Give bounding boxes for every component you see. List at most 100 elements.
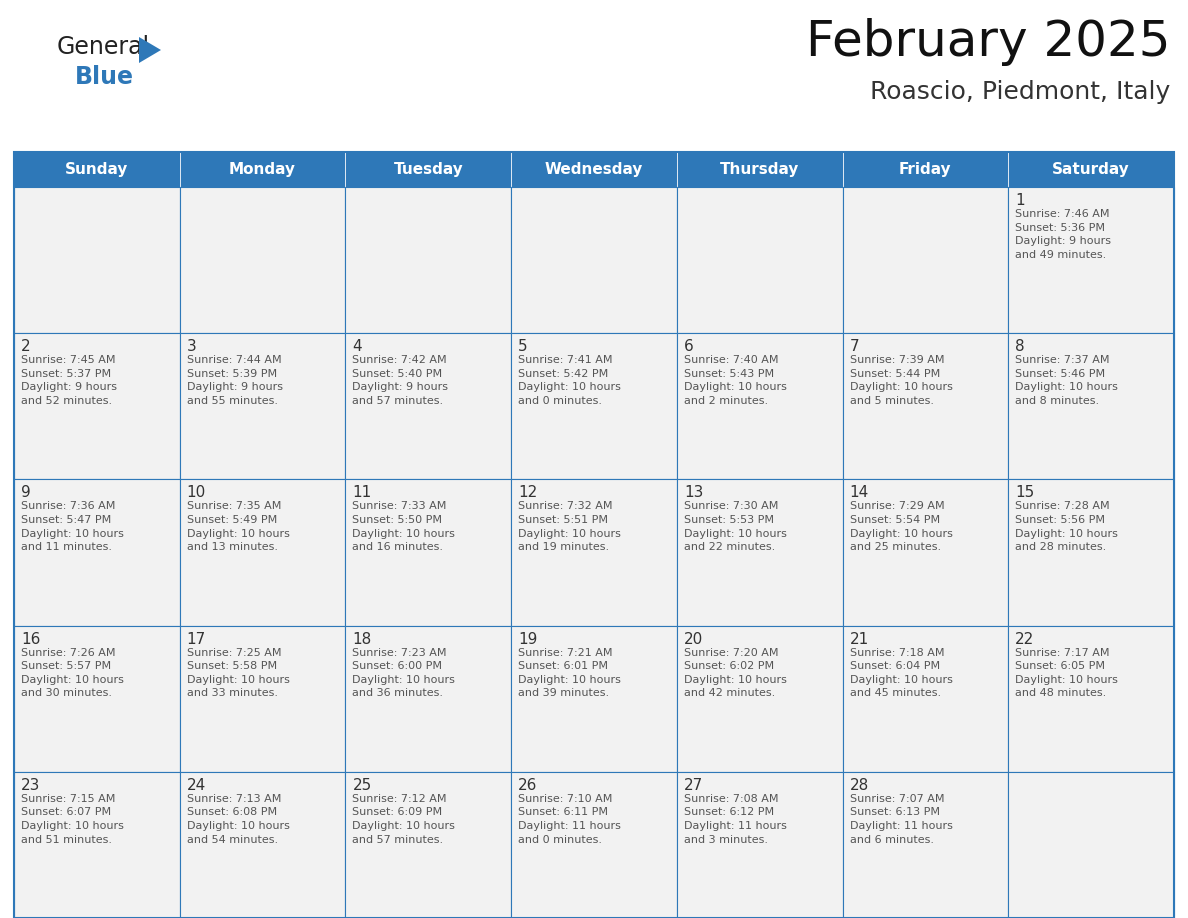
Bar xyxy=(511,625,677,772)
Text: 25: 25 xyxy=(353,778,372,793)
Bar xyxy=(179,187,346,333)
Text: 2: 2 xyxy=(21,339,31,354)
Text: 17: 17 xyxy=(187,632,206,646)
Text: 22: 22 xyxy=(1016,632,1035,646)
Text: 4: 4 xyxy=(353,339,362,354)
Text: Sunrise: 7:29 AM
Sunset: 5:54 PM
Daylight: 10 hours
and 25 minutes.: Sunrise: 7:29 AM Sunset: 5:54 PM Dayligh… xyxy=(849,501,953,553)
Bar xyxy=(346,625,511,772)
Bar xyxy=(511,772,677,918)
Text: Sunrise: 7:33 AM
Sunset: 5:50 PM
Daylight: 10 hours
and 16 minutes.: Sunrise: 7:33 AM Sunset: 5:50 PM Dayligh… xyxy=(353,501,455,553)
Text: Sunrise: 7:35 AM
Sunset: 5:49 PM
Daylight: 10 hours
and 13 minutes.: Sunrise: 7:35 AM Sunset: 5:49 PM Dayligh… xyxy=(187,501,290,553)
Text: Saturday: Saturday xyxy=(1053,162,1130,177)
Bar xyxy=(842,772,1009,918)
Text: 16: 16 xyxy=(21,632,40,646)
Bar xyxy=(346,479,511,625)
Text: 20: 20 xyxy=(684,632,703,646)
Bar xyxy=(14,772,179,918)
Text: Wednesday: Wednesday xyxy=(545,162,643,177)
Text: Sunrise: 7:21 AM
Sunset: 6:01 PM
Daylight: 10 hours
and 39 minutes.: Sunrise: 7:21 AM Sunset: 6:01 PM Dayligh… xyxy=(518,647,621,699)
Text: Sunrise: 7:20 AM
Sunset: 6:02 PM
Daylight: 10 hours
and 42 minutes.: Sunrise: 7:20 AM Sunset: 6:02 PM Dayligh… xyxy=(684,647,786,699)
Text: 14: 14 xyxy=(849,486,868,500)
Text: Sunrise: 7:12 AM
Sunset: 6:09 PM
Daylight: 10 hours
and 57 minutes.: Sunrise: 7:12 AM Sunset: 6:09 PM Dayligh… xyxy=(353,794,455,845)
Bar xyxy=(14,333,179,479)
Bar xyxy=(179,333,346,479)
Bar xyxy=(179,772,346,918)
Text: Sunrise: 7:32 AM
Sunset: 5:51 PM
Daylight: 10 hours
and 19 minutes.: Sunrise: 7:32 AM Sunset: 5:51 PM Dayligh… xyxy=(518,501,621,553)
Text: Sunrise: 7:26 AM
Sunset: 5:57 PM
Daylight: 10 hours
and 30 minutes.: Sunrise: 7:26 AM Sunset: 5:57 PM Dayligh… xyxy=(21,647,124,699)
Text: 8: 8 xyxy=(1016,339,1025,354)
Bar xyxy=(842,625,1009,772)
Text: Sunrise: 7:23 AM
Sunset: 6:00 PM
Daylight: 10 hours
and 36 minutes.: Sunrise: 7:23 AM Sunset: 6:00 PM Dayligh… xyxy=(353,647,455,699)
Text: 27: 27 xyxy=(684,778,703,793)
Bar xyxy=(14,152,1174,918)
Text: Sunrise: 7:28 AM
Sunset: 5:56 PM
Daylight: 10 hours
and 28 minutes.: Sunrise: 7:28 AM Sunset: 5:56 PM Dayligh… xyxy=(1016,501,1118,553)
Text: 24: 24 xyxy=(187,778,206,793)
Text: 11: 11 xyxy=(353,486,372,500)
Bar xyxy=(1009,187,1174,333)
Bar xyxy=(511,187,677,333)
Text: Sunrise: 7:30 AM
Sunset: 5:53 PM
Daylight: 10 hours
and 22 minutes.: Sunrise: 7:30 AM Sunset: 5:53 PM Dayligh… xyxy=(684,501,786,553)
Text: Sunday: Sunday xyxy=(65,162,128,177)
Bar xyxy=(1009,772,1174,918)
Bar xyxy=(677,479,842,625)
Text: Sunrise: 7:25 AM
Sunset: 5:58 PM
Daylight: 10 hours
and 33 minutes.: Sunrise: 7:25 AM Sunset: 5:58 PM Dayligh… xyxy=(187,647,290,699)
Bar xyxy=(511,333,677,479)
Bar xyxy=(1009,333,1174,479)
Text: Tuesday: Tuesday xyxy=(393,162,463,177)
Text: February 2025: February 2025 xyxy=(805,18,1170,66)
Text: 19: 19 xyxy=(518,632,537,646)
Text: Sunrise: 7:13 AM
Sunset: 6:08 PM
Daylight: 10 hours
and 54 minutes.: Sunrise: 7:13 AM Sunset: 6:08 PM Dayligh… xyxy=(187,794,290,845)
Text: Sunrise: 7:46 AM
Sunset: 5:36 PM
Daylight: 9 hours
and 49 minutes.: Sunrise: 7:46 AM Sunset: 5:36 PM Dayligh… xyxy=(1016,209,1111,260)
Text: Friday: Friday xyxy=(899,162,952,177)
Text: Sunrise: 7:45 AM
Sunset: 5:37 PM
Daylight: 9 hours
and 52 minutes.: Sunrise: 7:45 AM Sunset: 5:37 PM Dayligh… xyxy=(21,355,116,406)
Text: Sunrise: 7:15 AM
Sunset: 6:07 PM
Daylight: 10 hours
and 51 minutes.: Sunrise: 7:15 AM Sunset: 6:07 PM Dayligh… xyxy=(21,794,124,845)
Text: Roascio, Piedmont, Italy: Roascio, Piedmont, Italy xyxy=(870,80,1170,104)
Bar xyxy=(511,479,677,625)
Bar xyxy=(1009,625,1174,772)
Text: Sunrise: 7:39 AM
Sunset: 5:44 PM
Daylight: 10 hours
and 5 minutes.: Sunrise: 7:39 AM Sunset: 5:44 PM Dayligh… xyxy=(849,355,953,406)
Text: Sunrise: 7:41 AM
Sunset: 5:42 PM
Daylight: 10 hours
and 0 minutes.: Sunrise: 7:41 AM Sunset: 5:42 PM Dayligh… xyxy=(518,355,621,406)
Text: 18: 18 xyxy=(353,632,372,646)
Text: 13: 13 xyxy=(684,486,703,500)
Text: Sunrise: 7:17 AM
Sunset: 6:05 PM
Daylight: 10 hours
and 48 minutes.: Sunrise: 7:17 AM Sunset: 6:05 PM Dayligh… xyxy=(1016,647,1118,699)
Text: Sunrise: 7:07 AM
Sunset: 6:13 PM
Daylight: 11 hours
and 6 minutes.: Sunrise: 7:07 AM Sunset: 6:13 PM Dayligh… xyxy=(849,794,953,845)
Text: Sunrise: 7:37 AM
Sunset: 5:46 PM
Daylight: 10 hours
and 8 minutes.: Sunrise: 7:37 AM Sunset: 5:46 PM Dayligh… xyxy=(1016,355,1118,406)
Bar xyxy=(842,187,1009,333)
Text: 1: 1 xyxy=(1016,193,1025,208)
Bar xyxy=(14,625,179,772)
Text: 7: 7 xyxy=(849,339,859,354)
Text: General: General xyxy=(57,35,150,59)
Bar xyxy=(346,152,511,187)
Bar xyxy=(179,479,346,625)
Bar xyxy=(14,187,179,333)
Text: 3: 3 xyxy=(187,339,196,354)
Text: 9: 9 xyxy=(21,486,31,500)
Bar xyxy=(677,625,842,772)
Bar xyxy=(346,333,511,479)
Text: 12: 12 xyxy=(518,486,537,500)
Text: Sunrise: 7:08 AM
Sunset: 6:12 PM
Daylight: 11 hours
and 3 minutes.: Sunrise: 7:08 AM Sunset: 6:12 PM Dayligh… xyxy=(684,794,786,845)
Text: 10: 10 xyxy=(187,486,206,500)
Text: 21: 21 xyxy=(849,632,868,646)
Text: Monday: Monday xyxy=(229,162,296,177)
Text: 15: 15 xyxy=(1016,486,1035,500)
Bar xyxy=(677,187,842,333)
Bar xyxy=(842,152,1009,187)
Text: 5: 5 xyxy=(518,339,527,354)
Bar xyxy=(677,772,842,918)
Text: Sunrise: 7:10 AM
Sunset: 6:11 PM
Daylight: 11 hours
and 0 minutes.: Sunrise: 7:10 AM Sunset: 6:11 PM Dayligh… xyxy=(518,794,621,845)
Bar xyxy=(677,152,842,187)
Text: 26: 26 xyxy=(518,778,537,793)
Text: 28: 28 xyxy=(849,778,868,793)
Bar xyxy=(677,333,842,479)
Bar xyxy=(14,479,179,625)
Bar xyxy=(346,772,511,918)
Text: Sunrise: 7:42 AM
Sunset: 5:40 PM
Daylight: 9 hours
and 57 minutes.: Sunrise: 7:42 AM Sunset: 5:40 PM Dayligh… xyxy=(353,355,448,406)
Text: Sunrise: 7:36 AM
Sunset: 5:47 PM
Daylight: 10 hours
and 11 minutes.: Sunrise: 7:36 AM Sunset: 5:47 PM Dayligh… xyxy=(21,501,124,553)
Text: Blue: Blue xyxy=(75,65,134,89)
Bar xyxy=(1009,152,1174,187)
Bar xyxy=(842,333,1009,479)
Text: Sunrise: 7:44 AM
Sunset: 5:39 PM
Daylight: 9 hours
and 55 minutes.: Sunrise: 7:44 AM Sunset: 5:39 PM Dayligh… xyxy=(187,355,283,406)
Text: Thursday: Thursday xyxy=(720,162,800,177)
Bar xyxy=(511,152,677,187)
